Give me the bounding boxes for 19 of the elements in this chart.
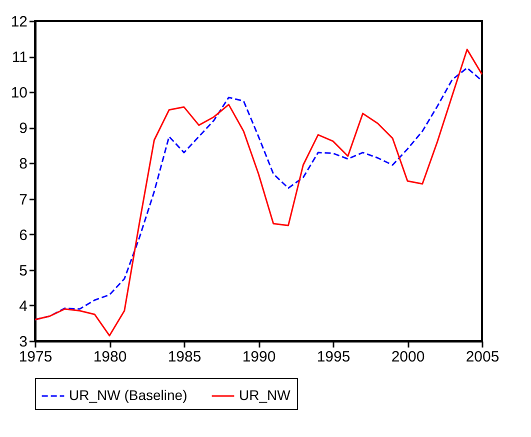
legend-label: UR_NW — [239, 387, 292, 403]
y-tick-label: 8 — [19, 156, 28, 173]
x-tick-label: 2005 — [466, 348, 500, 366]
legend-label: UR_NW (Baseline) — [69, 387, 188, 403]
x-tick-label: 1975 — [18, 348, 52, 366]
y-tick-label: 11 — [12, 49, 28, 66]
x-tick-label: 1985 — [168, 348, 202, 366]
x-tick-label: 1995 — [316, 348, 350, 366]
y-tick-label: 9 — [19, 120, 28, 138]
y-tick-label: 4 — [19, 298, 28, 315]
x-tick-label: 1980 — [93, 348, 127, 366]
y-tick-label: 7 — [19, 191, 28, 208]
x-tick-label: 1990 — [242, 348, 276, 366]
y-tick-label: 10 — [10, 84, 28, 102]
y-tick-label: 5 — [19, 262, 28, 280]
y-tick-label: 12 — [10, 14, 28, 30]
y-tick-label: 6 — [19, 226, 28, 244]
x-tick-label: 2000 — [391, 348, 425, 366]
y-tick-label: 3 — [19, 334, 28, 350]
